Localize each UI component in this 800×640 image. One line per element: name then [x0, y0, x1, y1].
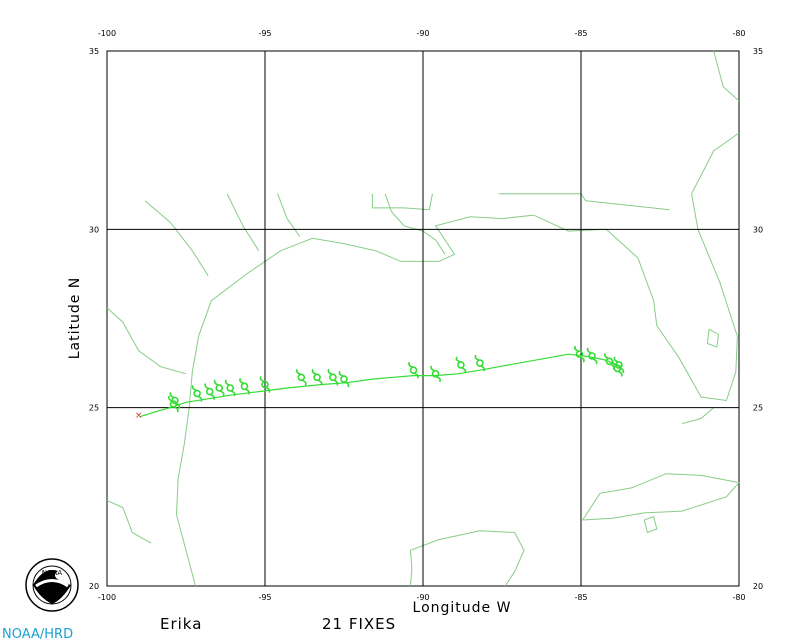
coastline-cuba: [582, 473, 740, 521]
y-axis-title: Latitude N: [67, 277, 83, 360]
coastline-west-mexico: [106, 499, 152, 544]
fix-marker: [604, 352, 615, 370]
top-tick-label: -85: [574, 29, 587, 38]
fix-marker: [586, 347, 598, 365]
coastline-lake-okeechobee: [706, 328, 720, 348]
coastline-la-border: [371, 193, 433, 211]
storm-fix-markers: [168, 345, 625, 413]
left-tick-label: 30: [89, 225, 99, 234]
coastline-yucatan: [409, 530, 525, 587]
fixes-count: 21 FIXES: [322, 615, 396, 633]
left-tick-label: 20: [89, 582, 99, 591]
fix-marker: [327, 368, 339, 386]
top-tick-label: -80: [732, 29, 745, 38]
fix-marker: [338, 370, 350, 388]
fix-marker: [311, 368, 323, 386]
fix-marker: [430, 365, 441, 383]
x-axis-title: Longitude W: [413, 600, 512, 616]
right-tick-label: 30: [753, 225, 763, 234]
top-tick-label: -90: [416, 29, 429, 38]
tick-labels: -100 -100 -95 -95 -90 -90 -85 -85 -80 -80 20 20 25 25…: [89, 29, 763, 602]
fix-marker: [574, 345, 585, 363]
fix-marker: [295, 368, 307, 386]
fix-marker: [259, 376, 271, 393]
top-tick-label: -95: [258, 29, 271, 38]
coastline-texas-river-a: [144, 200, 209, 276]
fix-marker: [191, 384, 203, 402]
credit-label: NOAA/HRD: [2, 627, 73, 640]
coastline-mississippi-river: [384, 193, 446, 255]
landfall-marker: ×: [135, 411, 143, 421]
fix-marker: [204, 383, 216, 401]
fix-marker: [474, 354, 486, 372]
coastline-texas-river-b: [226, 193, 260, 251]
coastline-keys: [681, 407, 715, 425]
coastline-rio-grande: [106, 307, 187, 375]
coastline-fl-state-line: [498, 193, 670, 211]
coastline-east-coast-north: [713, 50, 740, 102]
fix-marker: [213, 379, 225, 397]
coastline-gulf-coast-main: [175, 132, 740, 587]
fix-marker: [239, 377, 250, 395]
storm-track-line: [140, 353, 623, 418]
fix-marker: [224, 379, 236, 397]
bottom-tick-label: -95: [258, 593, 271, 602]
noaa-logo-text: NOAA: [42, 569, 63, 577]
right-tick-label: 25: [753, 404, 763, 413]
bottom-tick-label: -80: [732, 593, 745, 602]
coastline-isle-of-youth: [643, 515, 658, 534]
left-tick-label: 25: [89, 404, 99, 413]
bottom-tick-label: -90: [416, 593, 429, 602]
right-tick-label: 20: [753, 582, 763, 591]
storm-name: Erika: [160, 615, 202, 633]
bottom-tick-label: -85: [574, 593, 587, 602]
bottom-tick-label: -100: [98, 593, 116, 602]
fix-marker: [455, 356, 467, 374]
grid-lines: [107, 51, 739, 586]
right-tick-label: 35: [753, 47, 763, 56]
coastlines: [106, 50, 740, 587]
top-tick-label: -100: [98, 29, 116, 38]
left-tick-label: 35: [89, 47, 99, 56]
coastline-texas-river-c: [277, 193, 301, 237]
fix-marker: [408, 361, 419, 379]
noaa-logo: NOAA: [25, 558, 79, 612]
fix-marker: [168, 395, 179, 413]
